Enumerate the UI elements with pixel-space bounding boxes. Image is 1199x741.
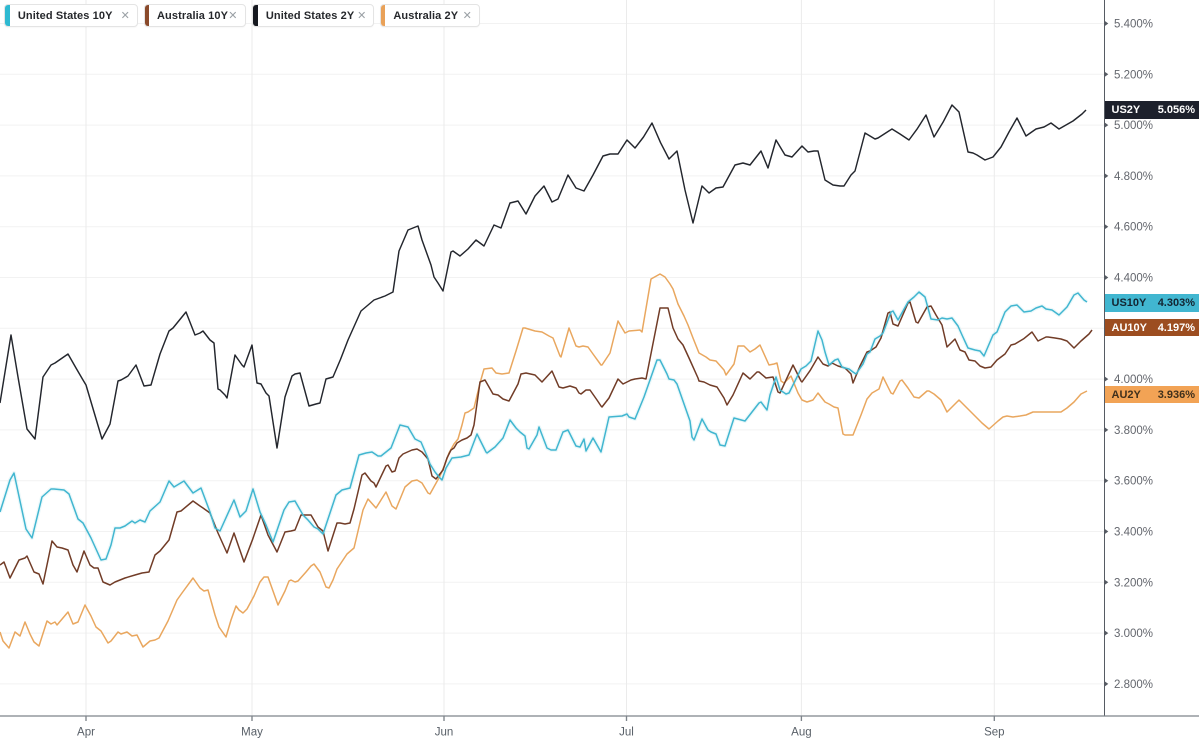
svg-text:4.400%: 4.400% (1114, 273, 1153, 285)
svg-text:May: May (241, 727, 263, 739)
svg-text:3.800%: 3.800% (1114, 425, 1153, 437)
svg-text:Jul: Jul (619, 727, 634, 739)
svg-text:5.200%: 5.200% (1114, 69, 1153, 81)
svg-text:4.600%: 4.600% (1114, 222, 1153, 234)
svg-text:Jun: Jun (435, 727, 454, 739)
svg-text:2.800%: 2.800% (1114, 679, 1153, 691)
svg-text:3.600%: 3.600% (1114, 476, 1153, 488)
svg-text:Aug: Aug (791, 727, 811, 739)
svg-text:5.400%: 5.400% (1114, 19, 1153, 31)
svg-text:Apr: Apr (77, 727, 95, 739)
svg-text:3.000%: 3.000% (1114, 628, 1153, 640)
svg-text:5.000%: 5.000% (1114, 120, 1153, 132)
svg-text:Sep: Sep (984, 727, 1004, 739)
svg-text:4.000%: 4.000% (1114, 374, 1153, 386)
svg-text:3.200%: 3.200% (1114, 577, 1153, 589)
svg-text:3.400%: 3.400% (1114, 527, 1153, 539)
svg-text:4.800%: 4.800% (1114, 171, 1153, 183)
